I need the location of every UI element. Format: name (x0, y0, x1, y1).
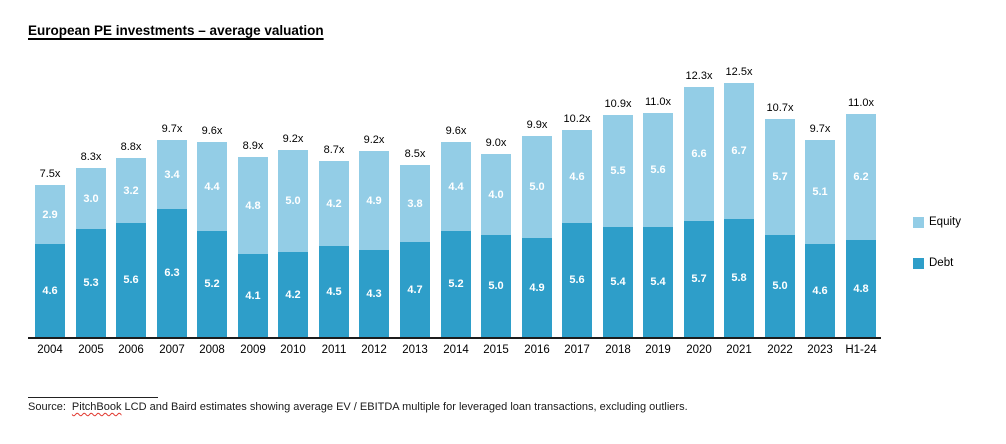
bar-equity-segment: 4.2 (319, 161, 349, 246)
x-axis-label: H1-24 (845, 344, 877, 356)
bar-equity-segment: 3.8 (400, 165, 430, 242)
bar-equity-segment: 5.7 (765, 119, 795, 235)
bar-equity-segment: 5.5 (603, 115, 633, 227)
bar-debt-segment: 5.8 (724, 219, 754, 337)
debt-swatch-icon (913, 257, 924, 269)
bar-total-label: 9.2x (282, 133, 304, 145)
bar-equity-segment: 2.9 (35, 185, 65, 244)
x-axis-label: 2021 (726, 344, 752, 356)
bar-equity-segment: 3.4 (157, 140, 187, 209)
bar-equity-segment: 6.6 (684, 87, 714, 221)
x-axis-label: 2006 (118, 344, 144, 356)
bar-total-label: 10.2x (563, 113, 591, 125)
bar-total-label: 9.7x (809, 123, 831, 135)
bar-total-label: 9.9x (526, 119, 548, 131)
x-axis-label: 2007 (159, 344, 185, 356)
x-axis-label: 2022 (767, 344, 793, 356)
x-axis-label: 2015 (483, 344, 509, 356)
bar-equity-segment: 3.0 (76, 168, 106, 229)
source-label: Source: (28, 401, 66, 413)
bar-debt-segment: 4.1 (238, 254, 268, 337)
bar-total-label: 8.5x (404, 148, 426, 160)
legend-equity-label: Equity (929, 216, 961, 228)
bar-total-label: 9.2x (363, 134, 385, 146)
x-axis-label: 2016 (524, 344, 550, 356)
bar-equity-segment: 4.4 (441, 142, 471, 231)
bar-debt-segment: 4.6 (805, 244, 835, 337)
footnote-rule (28, 397, 158, 398)
bar-debt-segment: 5.6 (116, 223, 146, 337)
bar-total-label: 8.9x (242, 140, 264, 152)
bar-equity-segment: 6.2 (846, 114, 876, 240)
bar-total-label: 10.7x (766, 102, 794, 114)
legend-item-equity: Equity (913, 216, 961, 228)
bar-debt-segment: 4.2 (278, 252, 308, 337)
chart-title: European PE investments – average valuat… (28, 23, 324, 38)
bar-debt-segment: 5.3 (76, 229, 106, 337)
chart-legend: Equity Debt (913, 216, 961, 298)
bar-total-label: 7.5x (39, 168, 61, 180)
bar-debt-segment: 4.6 (35, 244, 65, 337)
x-axis-label: 2009 (240, 344, 266, 356)
x-axis-label: 2012 (361, 344, 387, 356)
bar-debt-segment: 4.5 (319, 246, 349, 337)
source-text: LCD and Baird estimates showing average … (124, 401, 688, 413)
source-pitchbook-word: PitchBook (71, 401, 122, 413)
bar-equity-segment: 5.0 (522, 136, 552, 238)
bar-total-label: 8.7x (323, 144, 345, 156)
x-axis-label: 2010 (280, 344, 306, 356)
bar-total-label: 9.7x (161, 123, 183, 135)
bar-equity-segment: 4.8 (238, 157, 268, 254)
x-axis-line (28, 337, 881, 339)
x-axis-label: 2011 (321, 344, 347, 356)
x-axis-label: 2017 (564, 344, 590, 356)
bar-total-label: 8.8x (120, 141, 142, 153)
bar-total-label: 12.3x (685, 70, 713, 82)
legend-item-debt: Debt (913, 257, 961, 269)
x-axis-label: 2018 (605, 344, 631, 356)
bar-total-label: 9.6x (201, 125, 223, 137)
bar-equity-segment: 4.0 (481, 154, 511, 235)
bar-debt-segment: 5.2 (197, 231, 227, 337)
bar-debt-segment: 4.9 (522, 238, 552, 337)
x-axis-label: 2005 (78, 344, 104, 356)
bar-total-label: 8.3x (80, 151, 102, 163)
bar-debt-segment: 5.0 (481, 235, 511, 337)
bar-equity-segment: 6.7 (724, 83, 754, 219)
x-axis-label: 2008 (199, 344, 225, 356)
x-axis-label: 2014 (443, 344, 469, 356)
bar-debt-segment: 4.3 (359, 250, 389, 337)
bar-debt-segment: 5.7 (684, 221, 714, 337)
source-note: Source: PitchBook LCD and Baird estimates… (28, 401, 688, 413)
bar-debt-segment: 5.6 (562, 223, 592, 337)
bar-equity-segment: 5.6 (643, 113, 673, 227)
bar-total-label: 9.0x (485, 137, 507, 149)
x-axis-label: 2013 (402, 344, 428, 356)
bar-debt-segment: 5.4 (603, 227, 633, 337)
bar-equity-segment: 4.9 (359, 151, 389, 250)
equity-swatch-icon (913, 216, 924, 228)
x-axis-label: 2004 (37, 344, 63, 356)
bar-total-label: 12.5x (725, 66, 753, 78)
bar-debt-segment: 4.7 (400, 242, 430, 337)
bar-total-label: 11.0x (644, 96, 672, 108)
bar-equity-segment: 3.2 (116, 158, 146, 223)
x-axis-label: 2019 (645, 344, 671, 356)
bar-debt-segment: 5.4 (643, 227, 673, 337)
legend-debt-label: Debt (929, 257, 954, 269)
bar-equity-segment: 4.6 (562, 130, 592, 223)
bar-equity-segment: 4.4 (197, 142, 227, 231)
bar-total-label: 10.9x (604, 98, 632, 110)
bar-debt-segment: 5.0 (765, 235, 795, 337)
bar-debt-segment: 5.2 (441, 231, 471, 337)
bar-equity-segment: 5.1 (805, 140, 835, 244)
bar-total-label: 11.0x (847, 97, 875, 109)
bar-total-label: 9.6x (445, 125, 467, 137)
x-axis-label: 2023 (807, 344, 833, 356)
bar-debt-segment: 4.8 (846, 240, 876, 337)
bar-equity-segment: 5.0 (278, 150, 308, 252)
bar-debt-segment: 6.3 (157, 209, 187, 337)
x-axis-label: 2020 (686, 344, 712, 356)
